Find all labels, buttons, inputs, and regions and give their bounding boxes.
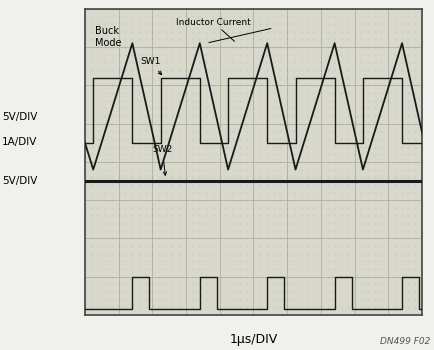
Text: 5V/DIV: 5V/DIV (2, 112, 37, 122)
Text: 1A/DIV: 1A/DIV (2, 137, 37, 147)
Text: 1μs/DIV: 1μs/DIV (229, 334, 277, 346)
Text: Inductor Current: Inductor Current (175, 18, 250, 27)
Text: SW2: SW2 (152, 145, 172, 175)
Text: 5V/DIV: 5V/DIV (2, 176, 37, 186)
Text: DN499 F02: DN499 F02 (379, 337, 430, 346)
Text: Buck
Mode: Buck Mode (95, 26, 121, 48)
Text: SW1: SW1 (140, 57, 161, 75)
